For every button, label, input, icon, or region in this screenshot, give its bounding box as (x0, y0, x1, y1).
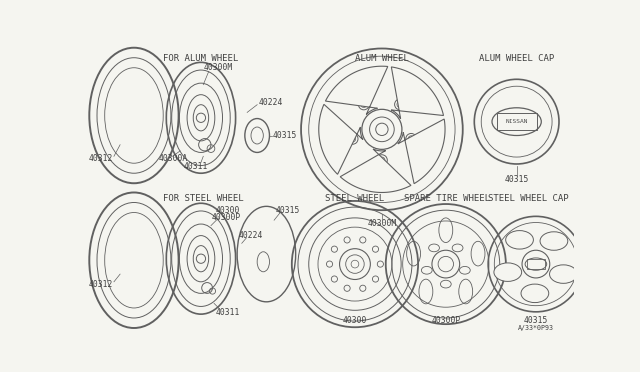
Circle shape (349, 136, 356, 142)
Text: SPARE TIRE WHEEL: SPARE TIRE WHEEL (404, 194, 490, 203)
Ellipse shape (506, 231, 533, 249)
Circle shape (376, 123, 388, 135)
Text: 40311: 40311 (216, 308, 240, 317)
Text: A/33*0P93: A/33*0P93 (518, 325, 554, 331)
Text: 40224: 40224 (259, 98, 283, 107)
Text: 40315: 40315 (504, 175, 529, 184)
Circle shape (397, 101, 403, 108)
Text: 40315: 40315 (273, 131, 297, 140)
Text: STEEL WHEEL: STEEL WHEEL (325, 194, 385, 203)
Circle shape (351, 260, 359, 268)
Text: 40311: 40311 (184, 162, 208, 171)
Text: 40312: 40312 (89, 280, 113, 289)
Text: NISSAN: NISSAN (506, 119, 528, 124)
Polygon shape (326, 66, 388, 115)
Text: 40300P: 40300P (431, 316, 460, 325)
Circle shape (408, 136, 414, 142)
Text: 40300A: 40300A (159, 154, 188, 163)
Text: ALUM WHEEL CAP: ALUM WHEEL CAP (479, 54, 554, 63)
Text: ALUM WHEEL: ALUM WHEEL (355, 54, 409, 63)
Circle shape (361, 101, 367, 108)
Polygon shape (319, 104, 363, 174)
Text: 40312: 40312 (89, 154, 113, 163)
Ellipse shape (540, 232, 568, 250)
Text: FOR STEEL WHEEL: FOR STEEL WHEEL (163, 194, 244, 203)
Ellipse shape (494, 263, 522, 281)
Text: FOR ALUM WHEEL: FOR ALUM WHEEL (163, 54, 239, 63)
Ellipse shape (245, 119, 269, 153)
Polygon shape (398, 119, 445, 184)
Circle shape (379, 157, 385, 163)
Ellipse shape (237, 206, 296, 302)
Text: 40315: 40315 (276, 206, 300, 215)
Text: 40300M: 40300M (367, 219, 397, 228)
Text: 40300: 40300 (343, 316, 367, 325)
Ellipse shape (550, 265, 577, 283)
Polygon shape (340, 149, 411, 192)
Text: 40300: 40300 (216, 206, 240, 215)
Text: 40300P: 40300P (212, 214, 241, 222)
Text: 40315: 40315 (524, 316, 548, 325)
Text: 40224: 40224 (239, 231, 263, 240)
Ellipse shape (521, 284, 548, 302)
Text: STEEL WHEEL CAP: STEEL WHEEL CAP (488, 194, 568, 203)
Text: 40300M: 40300M (204, 63, 234, 72)
Polygon shape (391, 67, 444, 119)
